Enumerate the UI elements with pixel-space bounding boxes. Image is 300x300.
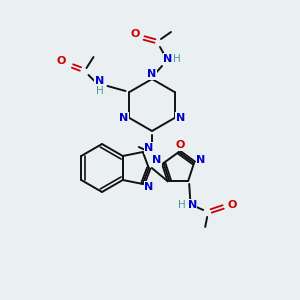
Text: N: N (144, 143, 153, 153)
Text: N: N (188, 200, 197, 210)
Text: N: N (196, 155, 206, 165)
Text: N: N (176, 113, 185, 123)
Text: N: N (164, 54, 172, 64)
Text: H: H (173, 54, 181, 64)
Text: O: O (175, 140, 184, 150)
Text: H: H (178, 200, 186, 210)
Text: O: O (130, 29, 140, 39)
Text: H: H (96, 86, 104, 96)
Text: O: O (227, 200, 237, 210)
Text: O: O (57, 56, 66, 66)
Text: N: N (147, 69, 157, 79)
Text: N: N (152, 155, 161, 165)
Text: N: N (144, 182, 153, 192)
Text: N: N (119, 113, 128, 123)
Text: N: N (95, 76, 104, 86)
